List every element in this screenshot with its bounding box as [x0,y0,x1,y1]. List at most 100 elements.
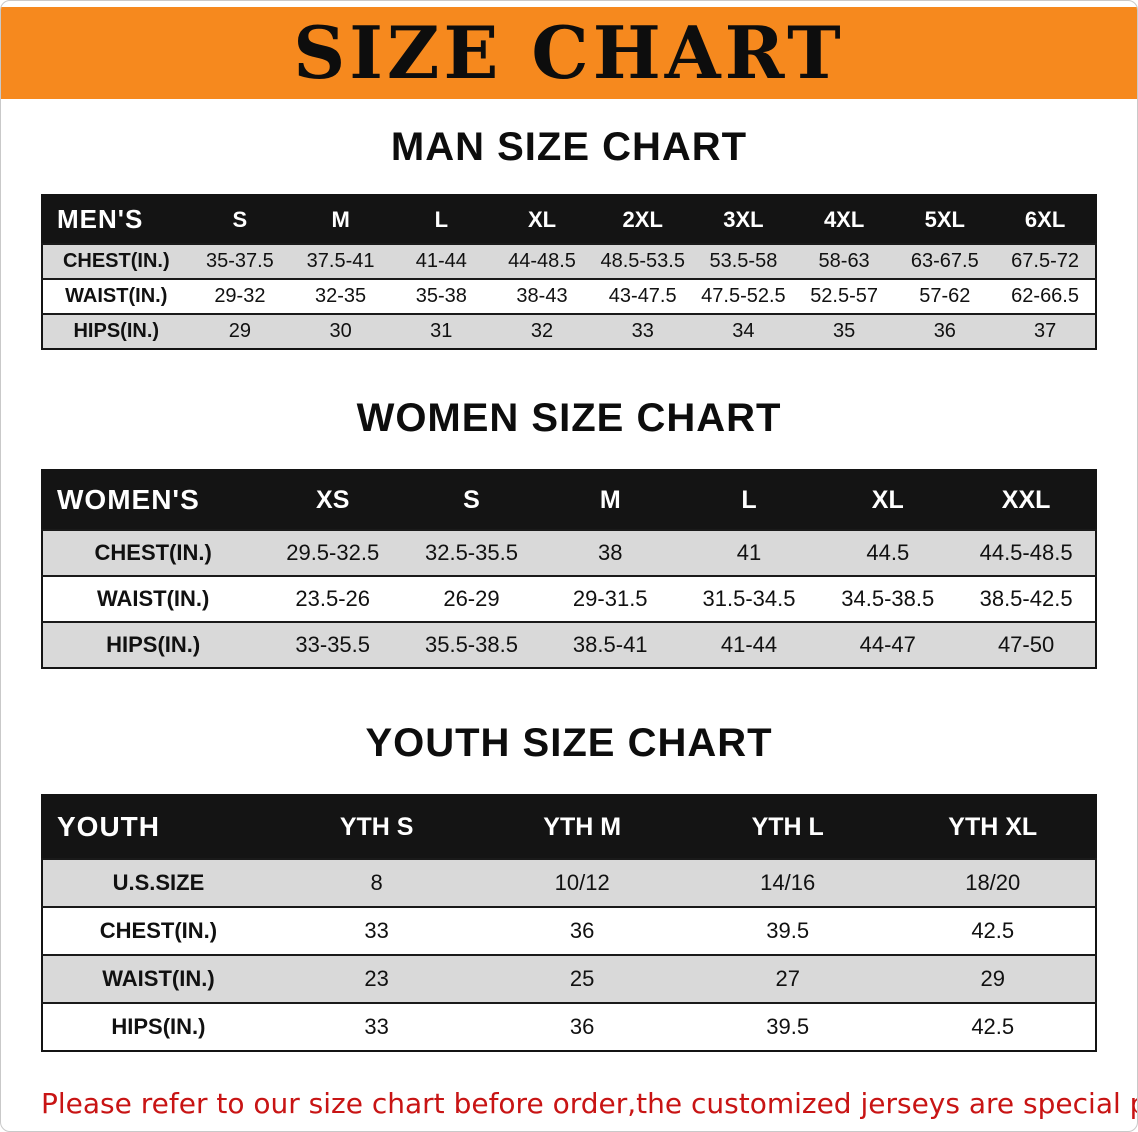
women-section-heading: WOMEN SIZE CHART [356,396,782,440]
size-value: 33 [364,1014,389,1039]
size-value: 35 [832,320,856,342]
size-value: 36 [933,320,956,342]
size-column-header: S [189,195,291,244]
size-column-header: 3XL [693,195,794,244]
table-row: WAIST(IN.) 23 25 27 29 [42,955,1096,1003]
size-value: 39.5 [766,918,810,943]
women-size-table: WOMEN'S XS S M L XL XXL CHEST(IN.) 29.5-32.5 32.5… [41,469,1097,669]
men-size-chart-section: MAN SIZE CHART MEN'S S M L XL 2XL 3XL 4XL 5XL 6XL… [1,125,1137,350]
table-row: WAIST(IN.) 23.5-26 26-29 29-31.5 31.5-34.5 34… [42,576,1096,622]
size-column-header: YTH XL [890,795,1096,859]
page-title: SIZE CHART [293,10,845,95]
size-column-header: L [679,470,819,530]
size-value: 33-35.5 [295,632,371,657]
men-size-table: MEN'S S M L XL 2XL 3XL 4XL 5XL 6XL CHEST(IN.) 35-37… [41,194,1097,350]
row-label: HIPS(IN.) [73,320,160,342]
size-value: 44-48.5 [508,250,576,272]
size-value: 37.5-41 [306,250,375,272]
table-row: HIPS(IN.) 29 30 31 32 33 34 35 36 37 [42,314,1096,349]
size-column-header: YTH M [479,795,685,859]
size-value: 10/12 [554,870,610,895]
youth-size-table: YOUTH YTH S YTH M YTH L YTH XL U.S.SIZE 8 10/12… [41,794,1097,1052]
size-value: 44.5 [866,540,910,565]
size-value: 35-38 [415,285,467,307]
size-column-header: 2XL [592,195,694,244]
size-value: 38.5-42.5 [979,586,1073,611]
size-value: 41 [736,540,762,565]
size-value: 30 [329,320,352,342]
table-corner-label: MEN'S [42,195,190,244]
table-row: HIPS(IN.) 33-35.5 35.5-38.5 38.5-41 41-44 44-… [42,622,1096,668]
size-value: 47.5-52.5 [701,285,786,307]
size-value: 34.5-38.5 [841,586,935,611]
size-value: 42.5 [971,918,1015,943]
size-value: 34 [732,320,755,342]
size-value: 31.5-34.5 [702,586,796,611]
size-value: 44-47 [859,632,916,657]
size-value: 41-44 [415,250,467,272]
size-value: 14/16 [760,870,816,895]
youth-size-chart-section: YOUTH SIZE CHART YOUTH YTH S YTH M YTH L YTH… [1,721,1137,1052]
size-value: 38.5-41 [572,632,648,657]
size-value: 27 [775,966,800,991]
size-column-header: M [540,470,680,530]
size-column-header: YTH L [684,795,891,859]
size-value: 38-43 [516,285,568,307]
row-label: CHEST(IN.) [62,250,170,272]
women-size-chart-section: WOMEN SIZE CHART WOMEN'S XS S M L XL XXL CHEST(… [1,396,1137,669]
size-value: 35.5-38.5 [424,632,518,657]
size-value: 32-35 [315,285,367,307]
size-value: 18/20 [965,870,1021,895]
size-column-header: YTH S [273,795,480,859]
size-value: 67.5-72 [1011,250,1079,272]
size-column-header: XL [491,195,593,244]
table-header-row: YOUTH YTH S YTH M YTH L YTH XL [42,795,1096,859]
size-column-header: L [390,195,492,244]
size-value: 37 [1033,320,1057,342]
row-label: HIPS(IN.) [106,632,201,657]
size-value: 32 [530,320,554,342]
size-value: 25 [569,966,595,991]
size-value: 47-50 [997,632,1055,657]
policy-line-2: we don't accept cancel, change, teturn o… [41,1127,1097,1131]
row-label: CHEST(IN.) [94,540,212,565]
size-column-header: S [402,470,541,530]
men-table-wrap: MEN'S S M L XL 2XL 3XL 4XL 5XL 6XL CHEST(IN.) 35-37… [41,194,1097,350]
size-column-header: M [290,195,391,244]
table-row: WAIST(IN.) 29-32 32-35 35-38 38-43 43-47.5 47.… [42,279,1096,314]
table-header-row: WOMEN'S XS S M L XL XXL [42,470,1096,530]
size-value: 52.5-57 [810,285,879,307]
size-value: 62-66.5 [1011,285,1079,307]
size-value: 43-47.5 [608,285,677,307]
row-label: WAIST(IN.) [96,586,210,611]
size-column-header: XL [818,470,958,530]
table-corner-label: WOMEN'S [42,470,264,530]
order-policy-note: Please refer to our size chart before or… [41,1082,1137,1131]
size-value: 29-32 [214,285,266,307]
table-row: U.S.SIZE 8 10/12 14/16 18/20 [42,859,1096,907]
size-value: 41-44 [720,632,778,657]
size-value: 35-37.5 [205,250,274,272]
size-value: 44.5-48.5 [979,540,1073,565]
row-label: U.S.SIZE [112,870,205,895]
size-value: 29-31.5 [572,586,648,611]
size-column-header: 5XL [894,195,996,244]
size-value: 58-63 [818,250,870,272]
row-label: WAIST(IN.) [102,966,215,991]
table-header-row: MEN'S S M L XL 2XL 3XL 4XL 5XL 6XL [42,195,1096,244]
size-column-header: 6XL [995,195,1096,244]
size-value: 36 [569,918,595,943]
table-row: HIPS(IN.) 33 36 39.5 42.5 [42,1003,1096,1051]
size-value: 31 [430,320,453,342]
size-value: 32.5-35.5 [424,540,518,565]
size-value: 23.5-26 [295,586,371,611]
table-corner-label: YOUTH [42,795,274,859]
size-value: 36 [569,1014,595,1039]
size-value: 29 [980,966,1005,991]
policy-line-1: Please refer to our size chart before or… [41,1087,1137,1120]
size-column-header: 4XL [793,195,895,244]
size-value: 8 [370,870,383,895]
table-row: CHEST(IN.) 33 36 39.5 42.5 [42,907,1096,955]
size-column-header: XS [263,470,403,530]
